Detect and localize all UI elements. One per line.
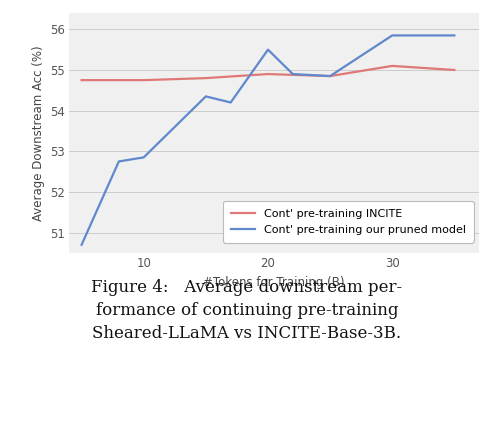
Cont' pre-training our pruned model [203, 94, 209, 99]
Cont' pre-training our pruned model [265, 47, 271, 52]
Cont' pre-training INCITE [389, 63, 395, 68]
Cont' pre-training our pruned model [290, 72, 296, 77]
Line: Cont' pre-training INCITE: Cont' pre-training INCITE [82, 66, 454, 80]
Cont' pre-training our pruned model [389, 33, 395, 38]
Cont' pre-training INCITE [79, 78, 84, 83]
Cont' pre-training INCITE [203, 75, 209, 81]
X-axis label: #Tokens for Training (B): #Tokens for Training (B) [204, 276, 345, 289]
Cont' pre-training our pruned model [79, 242, 84, 247]
Text: Figure 4:   Average downstream per-
formance of continuing pre-training
Sheared-: Figure 4: Average downstream per- forman… [91, 279, 403, 342]
Legend: Cont' pre-training INCITE, Cont' pre-training our pruned model: Cont' pre-training INCITE, Cont' pre-tra… [223, 201, 474, 242]
Y-axis label: Average Downstream Acc (%): Average Downstream Acc (%) [32, 45, 44, 221]
Cont' pre-training INCITE [327, 73, 333, 78]
Cont' pre-training our pruned model [228, 100, 234, 105]
Cont' pre-training our pruned model [116, 159, 122, 164]
Cont' pre-training our pruned model [452, 33, 457, 38]
Cont' pre-training INCITE [265, 72, 271, 77]
Cont' pre-training our pruned model [327, 73, 333, 78]
Cont' pre-training INCITE [141, 78, 147, 83]
Line: Cont' pre-training our pruned model: Cont' pre-training our pruned model [82, 35, 454, 245]
Cont' pre-training INCITE [452, 68, 457, 73]
Cont' pre-training our pruned model [141, 155, 147, 160]
